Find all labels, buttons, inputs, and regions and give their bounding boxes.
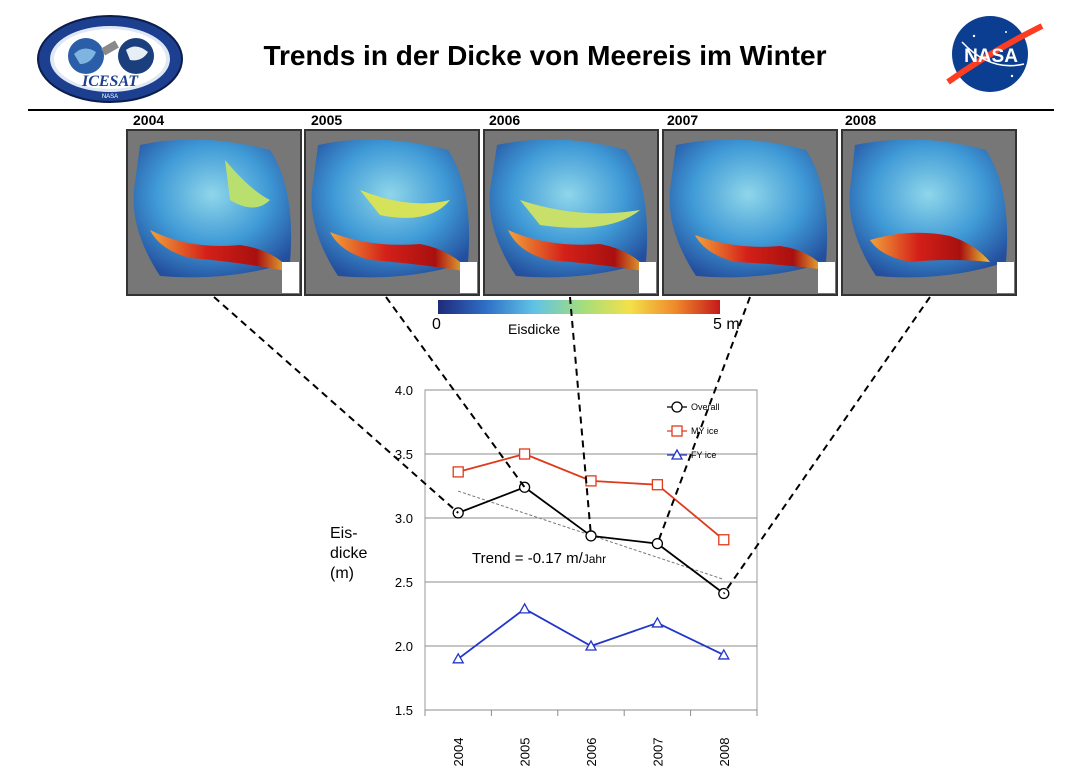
x-tick-label: 2005	[518, 738, 533, 767]
y-axis-label-line: (m)	[330, 565, 354, 582]
data-point	[585, 475, 597, 487]
y-axis-label-line: dicke	[330, 545, 368, 562]
x-tick-label: 2008	[717, 738, 732, 767]
nasa-wordmark: NASA	[964, 46, 1018, 67]
x-tick-label: 2006	[584, 738, 599, 767]
data-point	[651, 616, 664, 628]
legend-label: Overall	[691, 402, 720, 412]
data-point	[651, 479, 664, 491]
y-tick-label: 2.5	[395, 575, 413, 590]
data-point	[452, 466, 464, 478]
header-divider	[28, 109, 1054, 111]
legend-label: FY ice	[691, 450, 716, 460]
x-tick-label: 2007	[650, 738, 665, 767]
icesat-wordmark: ICESAT	[81, 73, 139, 90]
plot-area	[424, 389, 758, 711]
legend-marker	[671, 401, 683, 413]
legend-marker	[671, 425, 683, 437]
trend-label: Trend = -0.17 m/	[472, 550, 583, 567]
icesat-logo: ICESAT NASA	[36, 14, 184, 104]
data-point	[584, 639, 598, 651]
trend-unit: Jahr	[582, 552, 607, 566]
connector-line	[385, 296, 526, 488]
map-panel-2006	[483, 129, 659, 296]
connector-line	[722, 296, 931, 595]
colorbar-max-label: 5 m	[713, 316, 740, 333]
map-year-label: 2007	[667, 112, 699, 128]
y-axis-label-line: Eis-	[330, 525, 358, 542]
data-point	[518, 448, 531, 460]
x-tick-label: 2004	[451, 738, 466, 767]
y-tick-label: 2.0	[395, 639, 413, 654]
map-panel-2005	[304, 129, 480, 296]
map-panel-2004	[126, 129, 302, 296]
data-point	[518, 602, 531, 614]
trend-annotation: Trend = -0.17 m/Jahr	[472, 550, 606, 567]
y-axis-label: Eis- dicke (m)	[330, 524, 367, 584]
map-panel-2008	[841, 129, 1017, 296]
map-year-label: 2004	[133, 112, 165, 128]
data-point	[651, 537, 664, 550]
data-point	[452, 652, 465, 664]
colorbar-title: Eisdicke	[508, 321, 561, 337]
data-point	[717, 648, 730, 660]
trend-line	[458, 490, 724, 580]
icesat-sub-text: NASA	[102, 94, 118, 100]
connector-line	[656, 296, 751, 544]
colorbar	[438, 300, 720, 314]
y-tick-label: 3.0	[395, 511, 413, 526]
legend-label: MY ice	[691, 426, 718, 436]
data-point	[718, 534, 730, 546]
nasa-logo: NASA	[944, 12, 1044, 96]
map-year-label: 2005	[311, 112, 343, 128]
legend-marker	[670, 448, 684, 460]
colorbar-min-label: 0	[432, 316, 441, 333]
connector-line	[569, 296, 592, 537]
y-tick-label: 4.0	[395, 383, 413, 398]
y-tick-label: 1.5	[395, 703, 413, 718]
page-title: Trends in der Dicke von Meereis im Winte…	[263, 40, 827, 71]
connector-line	[213, 296, 459, 514]
map-year-label: 2008	[845, 112, 877, 128]
map-year-label: 2006	[489, 112, 521, 128]
y-tick-label: 3.5	[395, 447, 413, 462]
map-panel-2007	[662, 129, 838, 296]
